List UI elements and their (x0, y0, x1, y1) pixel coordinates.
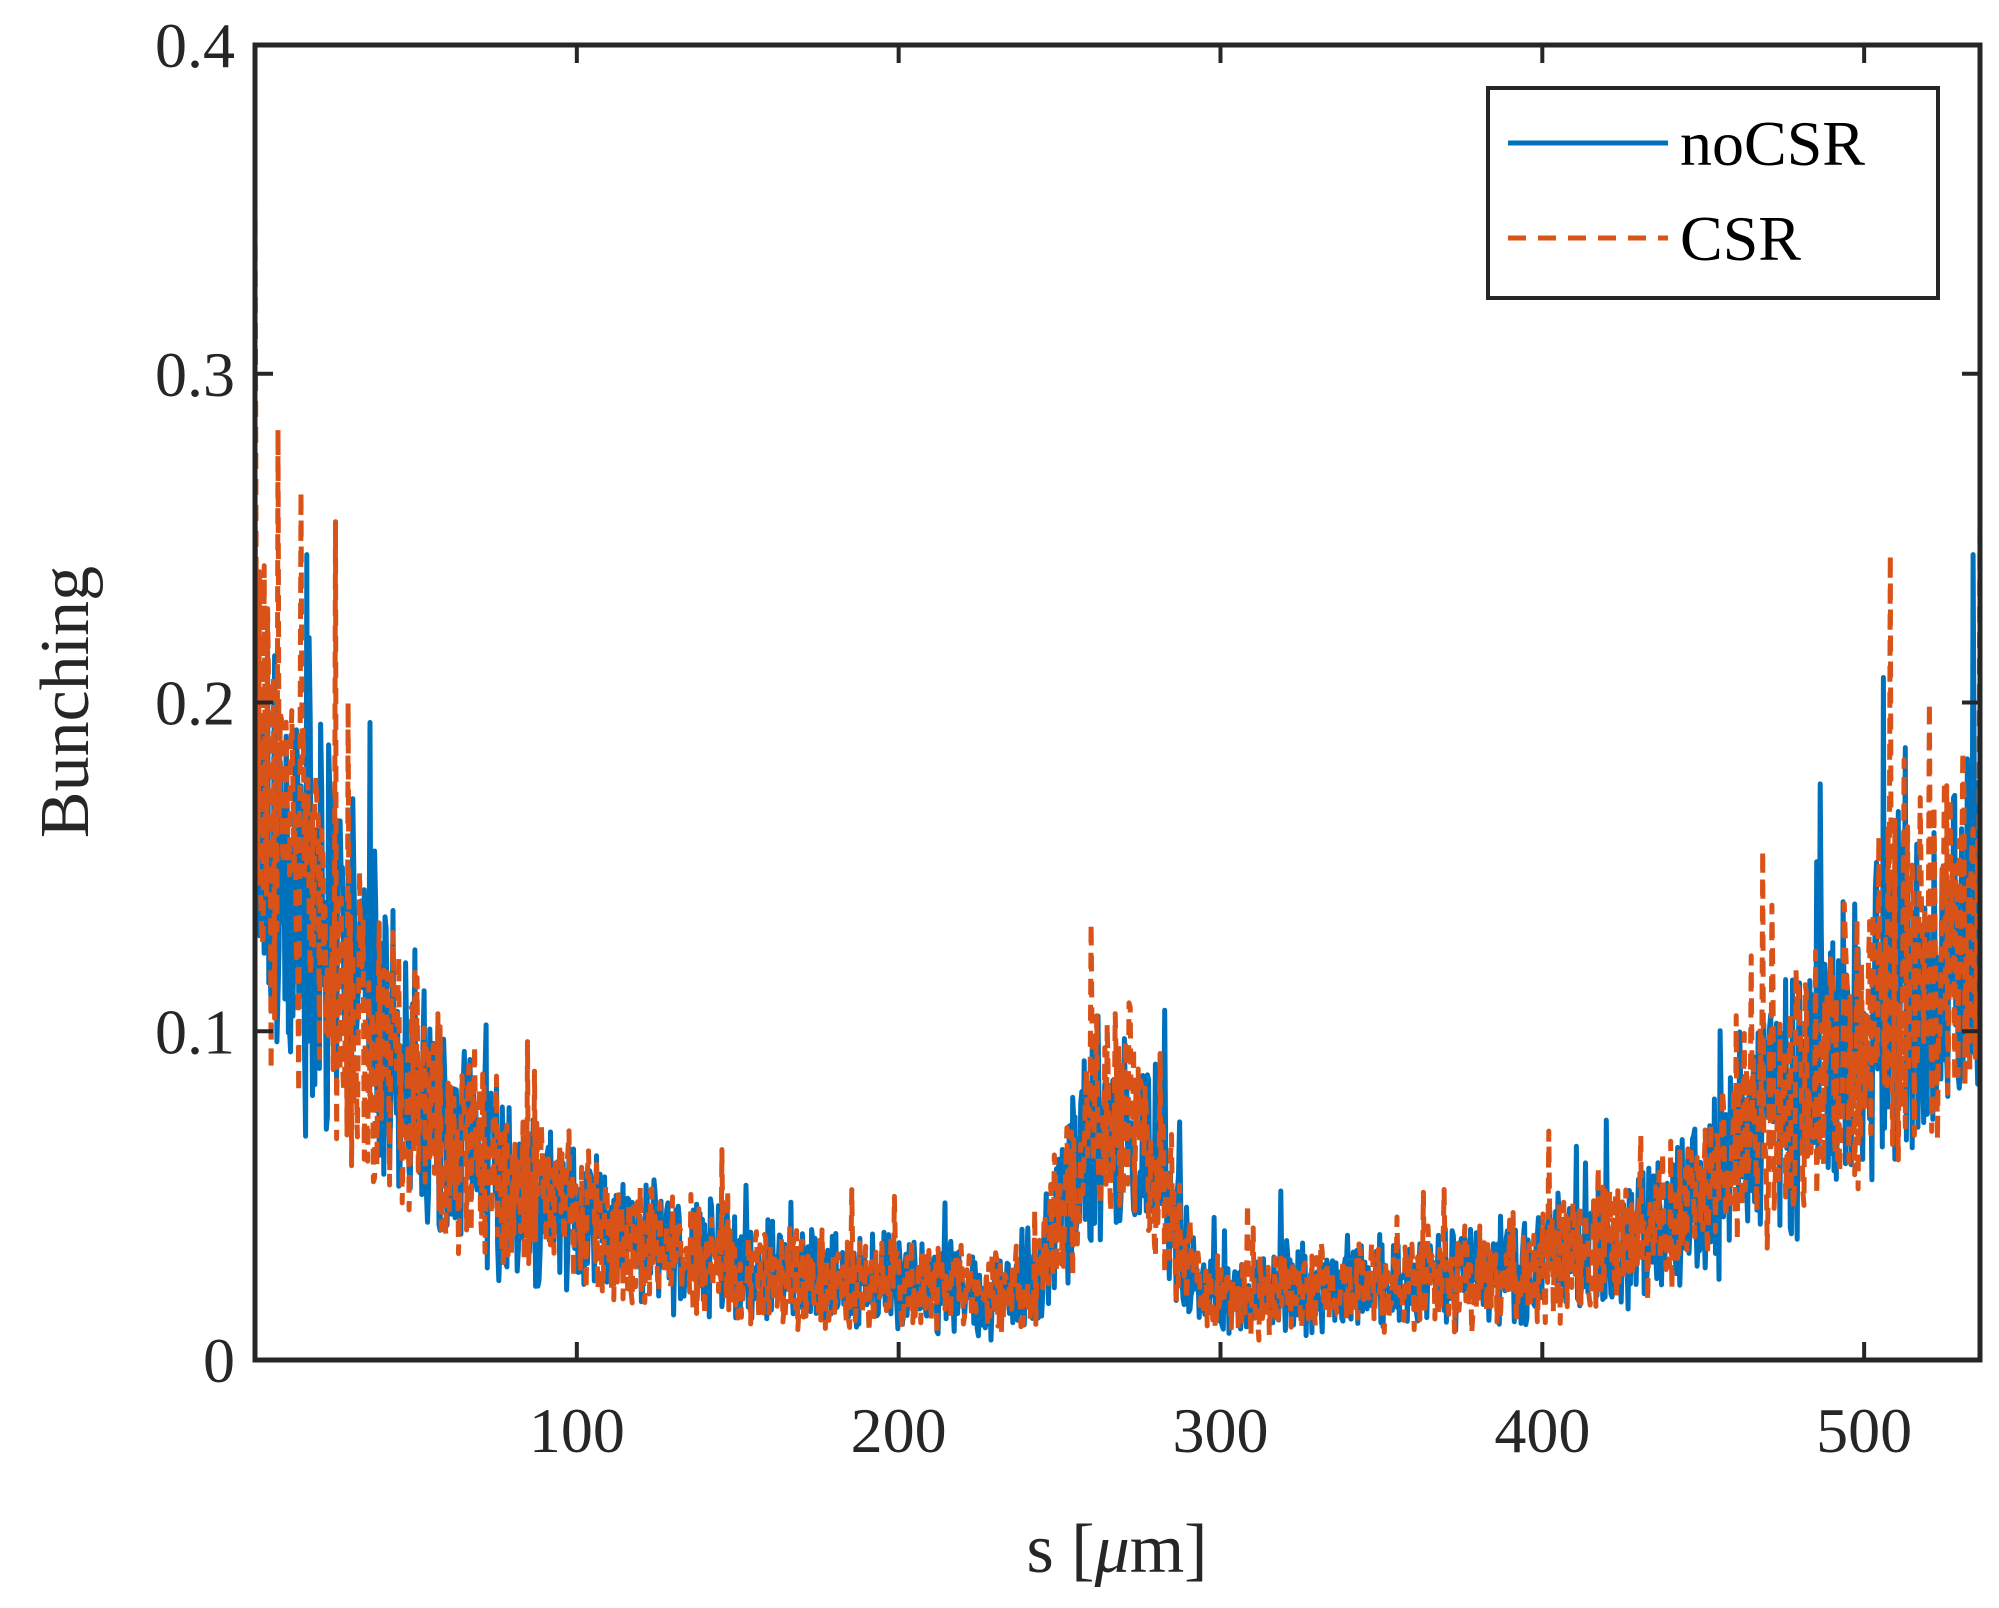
series-line-nocsr (252, 472, 1983, 1343)
series-line-csr (252, 192, 1983, 1343)
x-tick-label: 300 (1172, 1395, 1268, 1466)
x-tick-label: 100 (529, 1395, 625, 1466)
series-layer (252, 192, 1983, 1343)
x-axis-label-prefix: s [ (1027, 1511, 1095, 1588)
y-tick-label: 0.1 (155, 996, 235, 1067)
x-axis-label: s [μm] (1027, 1511, 1208, 1588)
y-axis-label: Bunching (27, 566, 104, 838)
legend-label-nocsr: noCSR (1680, 108, 1865, 179)
legend-box (1486, 86, 1940, 300)
x-axis-label-symbol: μ (1094, 1511, 1130, 1588)
legend-label-csr: CSR (1680, 203, 1801, 274)
y-tick-label: 0 (203, 1325, 235, 1396)
y-axis-ticks: 0 0.1 0.2 0.3 0.4 (155, 10, 1980, 1396)
y-tick-label: 0.4 (155, 10, 235, 81)
x-tick-label: 400 (1494, 1395, 1590, 1466)
x-tick-label: 200 (851, 1395, 947, 1466)
y-tick-label: 0.2 (155, 668, 235, 739)
legend: noCSR CSR (1486, 86, 1940, 300)
x-axis-label-unit: m] (1130, 1511, 1208, 1588)
x-tick-label: 500 (1816, 1395, 1912, 1466)
x-axis-ticks: 100 200 300 400 500 (529, 45, 1912, 1466)
y-tick-label: 0.3 (155, 339, 235, 410)
